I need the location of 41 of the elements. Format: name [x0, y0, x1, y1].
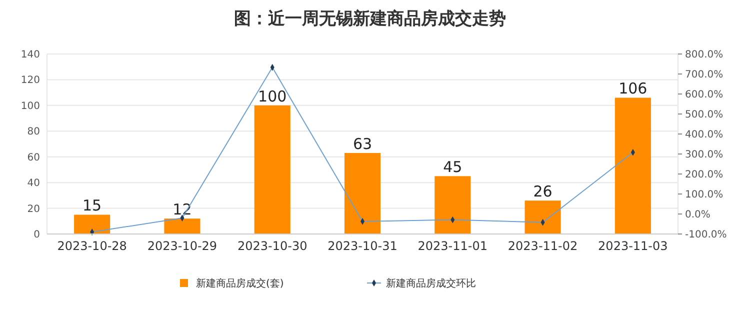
y-tick-label: 100: [20, 100, 40, 112]
x-tick-label: 2023-10-28: [57, 239, 127, 253]
data-label: 63: [352, 135, 372, 153]
chart-title: 图：近一周无锡新建商品房成交走势: [234, 9, 506, 29]
x-tick-label: 2023-11-01: [418, 239, 488, 253]
data-label: 15: [82, 196, 102, 215]
bar: [344, 153, 381, 234]
y2-tick-label: 700.0%: [685, 70, 724, 80]
x-tick-label: 2023-11-02: [508, 239, 578, 253]
y-tick-label: 0: [34, 230, 40, 240]
y2-tick-label: 300.0%: [685, 150, 724, 160]
x-tick-label: 2023-10-29: [147, 239, 218, 253]
data-label: 26: [533, 182, 552, 201]
legend-label: 新建商品房成交(套): [196, 278, 284, 290]
bar: [254, 105, 290, 234]
y-tick-label: 60: [27, 152, 40, 164]
x-tick-label: 2023-10-31: [328, 239, 398, 253]
y-tick-label: 120: [20, 75, 40, 86]
y2-tick-label: 200.0%: [685, 170, 724, 180]
data-label: 100: [258, 87, 287, 106]
y2-tick-label: 800.0%: [685, 50, 724, 60]
bar: [164, 218, 200, 234]
y2-tick-label: 600.0%: [685, 90, 724, 100]
y2-tick-label: -100.0%: [685, 230, 727, 240]
y2-tick-label: 400.0%: [685, 130, 724, 140]
bar: [614, 98, 651, 234]
y2-tick-label: 100.0%: [685, 190, 724, 200]
bar: [524, 200, 561, 234]
y2-tick-label: 0.0%: [685, 210, 710, 220]
x-tick-label: 2023-10-30: [237, 239, 308, 253]
y-tick-label: 80: [27, 126, 40, 138]
bar: [74, 214, 110, 234]
y-tick-label: 140: [20, 50, 40, 60]
x-tick-label: 2023-11-03: [598, 239, 668, 253]
bar: [434, 176, 471, 234]
y-tick-label: 20: [27, 204, 40, 215]
data-label: 45: [443, 158, 462, 176]
y2-tick-label: 500.0%: [685, 110, 724, 120]
legend-label: 新建商品房成交环比: [386, 278, 476, 290]
data-label: 106: [618, 80, 648, 98]
y-tick-label: 40: [27, 178, 40, 190]
